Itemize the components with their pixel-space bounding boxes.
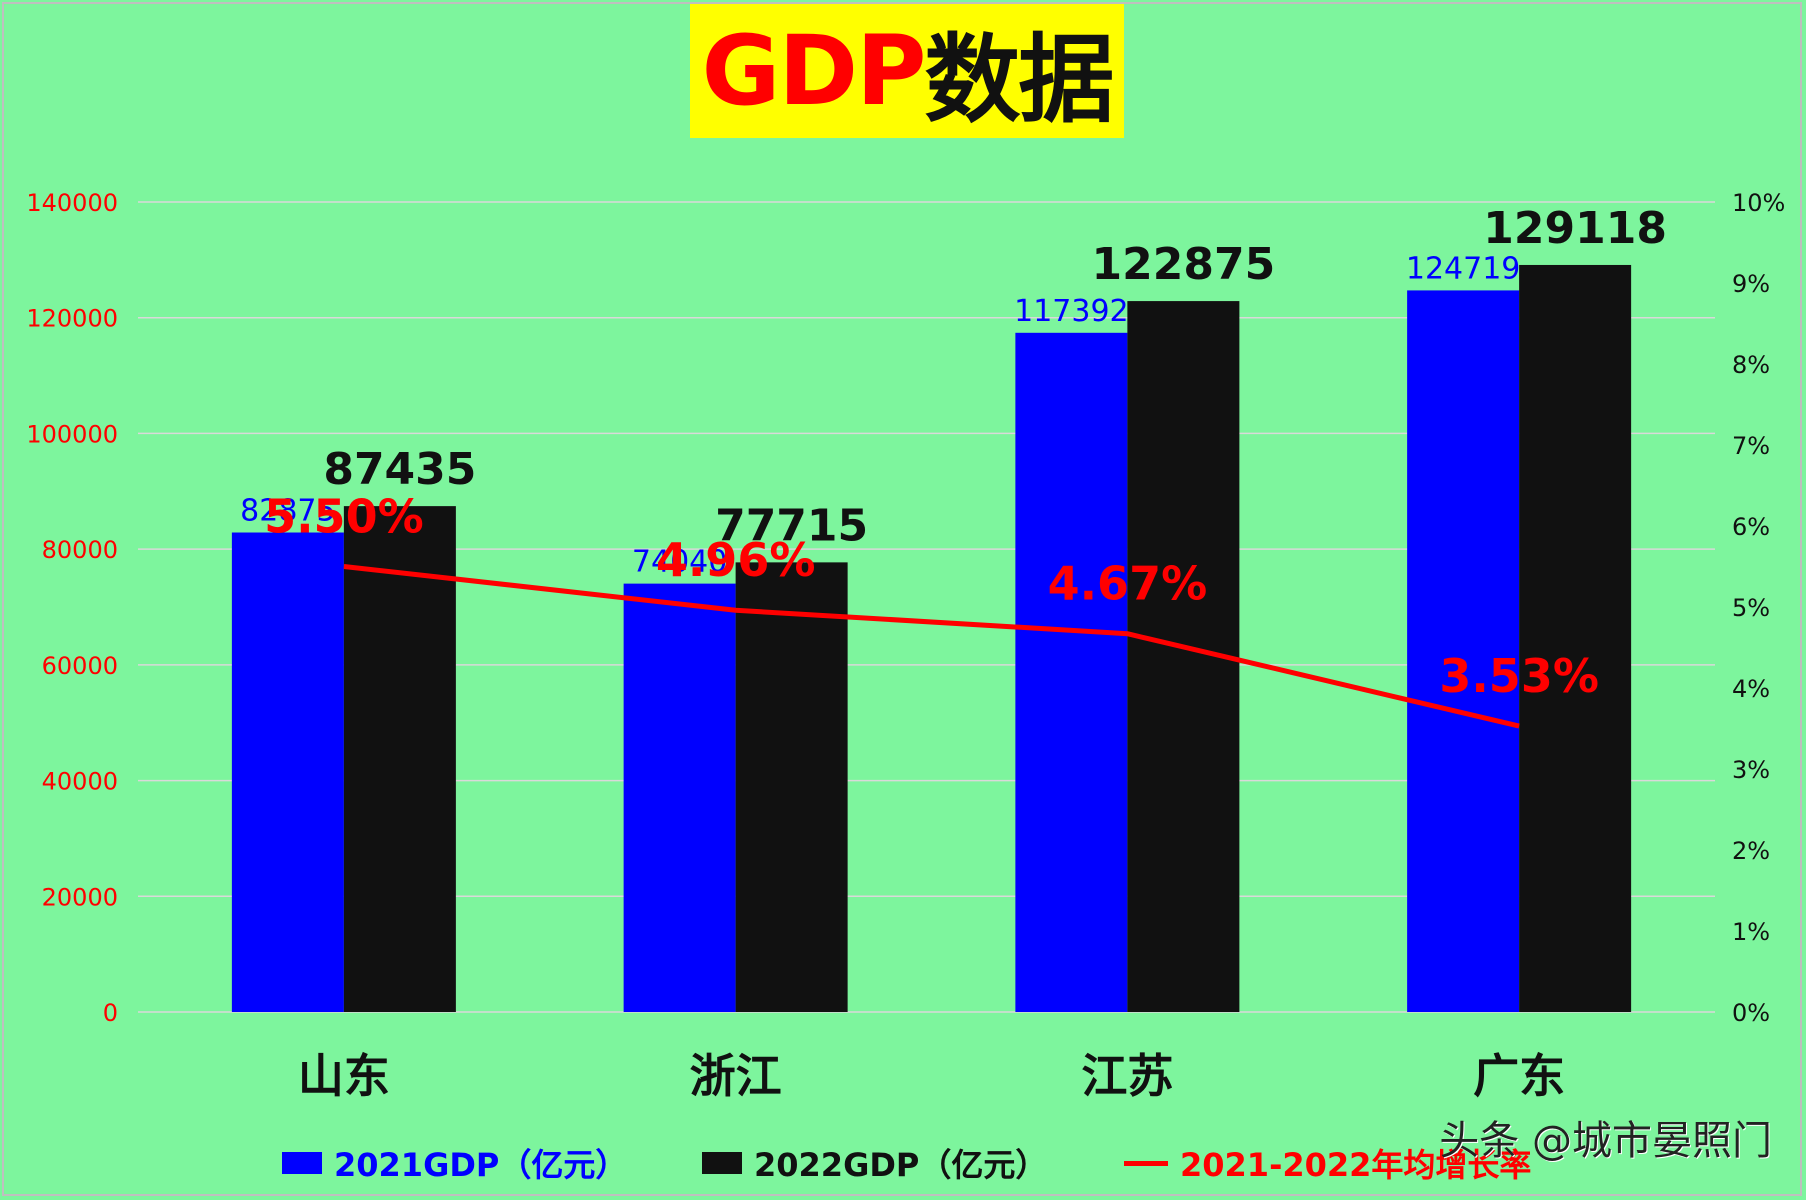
chart-legend: 2021GDP（亿元） 2022GDP（亿元） 2021-2022年均增长率 (0, 1136, 1806, 1186)
right-axis-tick-label: 7% (1732, 432, 1770, 460)
bar-value-label-2021: 124719 (1406, 251, 1521, 286)
category-label: 山东 (298, 1049, 390, 1103)
right-axis-tick-label: 0% (1732, 999, 1770, 1027)
chart-title-gdp: GDP (701, 15, 927, 127)
legend-item-growth: 2021-2022年均增长率 (1124, 1140, 1531, 1186)
bar-2021 (231, 532, 344, 1012)
legend-label-2022: 2022GDP（亿元） (754, 1146, 1048, 1184)
bar-value-label-2022: 122875 (1092, 239, 1276, 290)
growth-rate-label: 4.67% (1048, 557, 1208, 611)
right-axis-tick-label: 2% (1732, 837, 1770, 865)
right-axis-tick-label: 9% (1732, 270, 1770, 298)
bar-value-label-2022: 87435 (323, 444, 476, 495)
right-axis-tick-label: 8% (1732, 351, 1770, 379)
legend-swatch-2021 (282, 1152, 322, 1174)
right-axis-tick-label: 1% (1732, 918, 1770, 946)
growth-rate-label: 4.96% (656, 533, 816, 587)
bar-2022 (343, 506, 456, 1012)
bar-2021 (623, 583, 736, 1012)
growth-rate-label: 5.50% (264, 490, 424, 544)
right-axis-tick-label: 10% (1732, 189, 1785, 217)
chart-title: GDP 数据 (690, 4, 1124, 138)
left-axis-tick-label: 120000 (26, 305, 118, 333)
legend-label-2021: 2021GDP（亿元） (334, 1146, 628, 1184)
legend-line-growth (1124, 1160, 1168, 1166)
bar-value-label-2022: 129118 (1483, 203, 1667, 254)
watermark-text: 头条 @城市晏照门 (1439, 1118, 1772, 1164)
left-axis-tick-label: 20000 (42, 883, 118, 911)
left-axis-tick-label: 0 (103, 999, 118, 1027)
bar-value-label-2021: 74040 (632, 545, 727, 580)
bar-value-label-2021: 82875 (240, 494, 335, 529)
left-axis-tick-label: 80000 (42, 536, 118, 564)
bar-2022 (735, 562, 848, 1012)
growth-rate-label: 3.53% (1439, 649, 1599, 703)
bar-value-label-2021: 117392 (1014, 294, 1129, 329)
legend-label-growth: 2021-2022年均增长率 (1180, 1146, 1532, 1184)
category-label: 浙江 (690, 1049, 782, 1103)
category-label: 江苏 (1081, 1049, 1173, 1103)
left-axis-tick-label: 140000 (26, 189, 118, 217)
right-axis-tick-label: 6% (1732, 513, 1770, 541)
legend-item-2021: 2021GDP（亿元） (282, 1140, 627, 1186)
bar-2021 (1015, 332, 1128, 1012)
legend-item-2022: 2022GDP（亿元） (702, 1140, 1047, 1186)
bar-2022 (1519, 264, 1632, 1012)
category-label: 广东 (1473, 1049, 1565, 1103)
growth-rate-line (343, 564, 1520, 729)
chart-title-data: 数据 (924, 23, 1114, 136)
right-axis-tick-label: 3% (1732, 756, 1770, 784)
left-axis-tick-label: 40000 (42, 768, 118, 796)
right-axis-tick-label: 5% (1732, 594, 1770, 622)
legend-swatch-2022 (702, 1152, 742, 1174)
bar-value-label-2022: 77715 (715, 500, 868, 551)
bar-2021 (1407, 290, 1520, 1012)
right-axis-tick-label: 4% (1732, 675, 1770, 703)
left-axis-tick-label: 60000 (42, 652, 118, 680)
left-axis-tick-label: 100000 (26, 420, 118, 448)
